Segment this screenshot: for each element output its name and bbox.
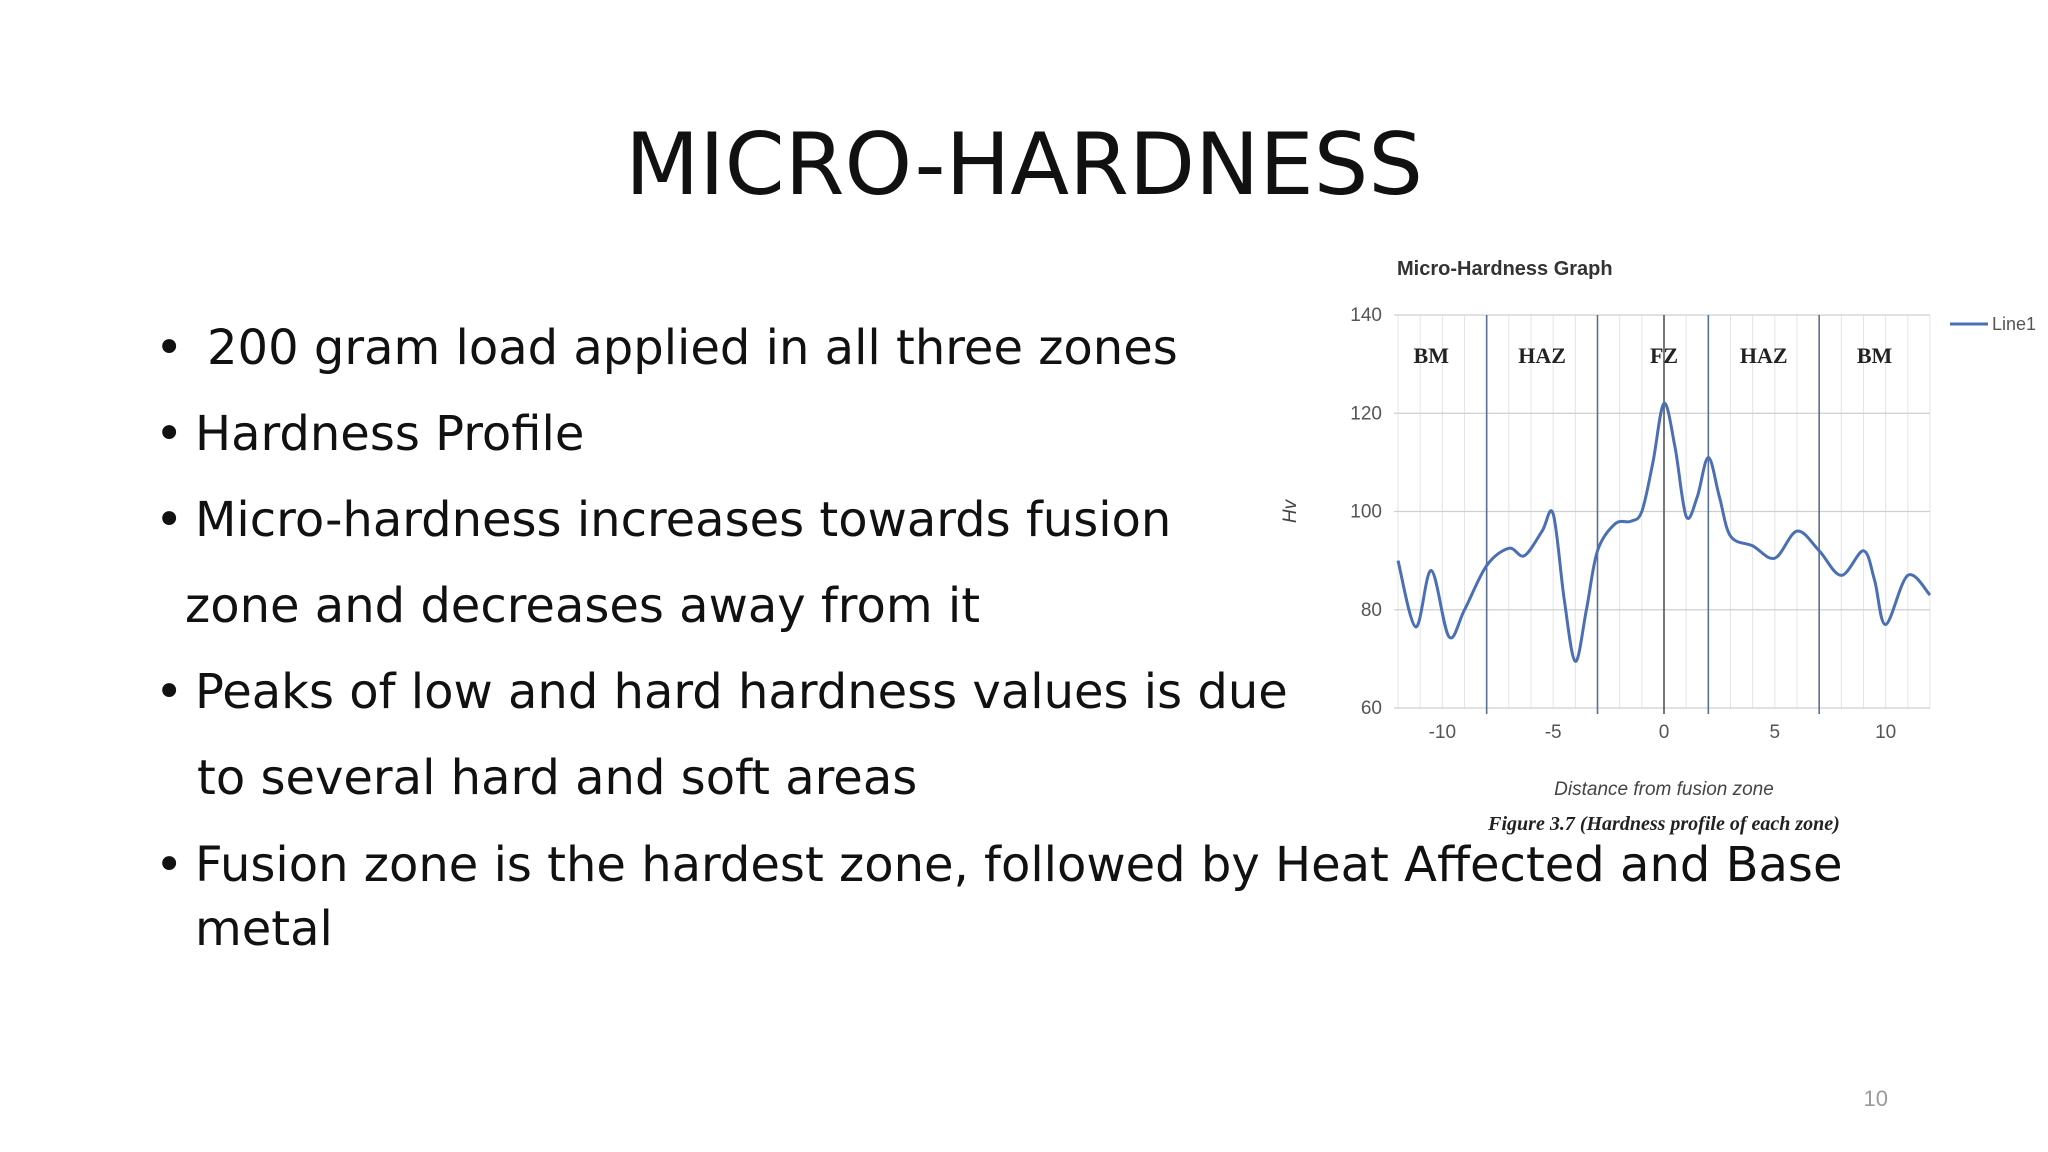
y-tick-label: 60 xyxy=(1361,698,1382,719)
bullet-marker: • xyxy=(155,406,184,462)
x-tick-label: 5 xyxy=(1770,722,1781,743)
legend: Line1 xyxy=(1950,314,2036,334)
bullet-list: • 200 gram load applied in all three zon… xyxy=(155,305,1895,961)
hardness-chart: Micro-Hardness Graph BM HAZ FZ HAZ BM 60 80 10… xyxy=(1270,245,2048,845)
bullet-text: Micro-hardness increases towards fusion xyxy=(195,492,1172,548)
x-tick-label: -5 xyxy=(1545,722,1562,743)
bullet-item-increase-continued: zone and decreases away from it xyxy=(155,563,1895,649)
zone-boundary-layer xyxy=(1485,315,1820,714)
slide-number: 10 xyxy=(1863,1086,1888,1111)
bullet-item-profile: • Hardness Profile xyxy=(155,391,1895,477)
chart-svg: Micro-Hardness Graph BM HAZ FZ HAZ BM 60 80 10… xyxy=(1280,258,2036,835)
figure-caption: Figure 3.7 (Hardness profile of each zon… xyxy=(1487,813,1840,835)
chart-title: Micro-Hardness Graph xyxy=(1397,258,1613,280)
x-tick-label: 10 xyxy=(1875,722,1896,743)
y-tick-label: 120 xyxy=(1350,403,1382,424)
bullet-item-peaks-continued: to several hard and soft areas xyxy=(155,735,1895,821)
zone-label: FZ xyxy=(1650,343,1678,368)
zone-label: HAZ xyxy=(1740,343,1788,368)
zone-label-layer: BM HAZ FZ HAZ BM xyxy=(1414,343,1893,368)
grid-layer xyxy=(1394,314,1931,709)
bullet-marker: • xyxy=(155,664,184,720)
y-tick-label: 140 xyxy=(1350,305,1382,326)
slide-title: MICRO-HARDNESS xyxy=(625,115,1423,215)
y-axis-label: Hv xyxy=(1280,498,1301,523)
bullet-item-load: • 200 gram load applied in all three zon… xyxy=(155,305,1895,391)
bullet-marker: • xyxy=(155,320,184,376)
zone-label: HAZ xyxy=(1518,343,1566,368)
bullet-text: Fusion zone is the hardest zone, followe… xyxy=(195,837,1843,957)
bullet-text: 200 gram load applied in all three zones xyxy=(207,320,1178,376)
bullet-continuation: to several hard and soft areas xyxy=(197,750,918,806)
bullet-marker: • xyxy=(155,837,184,893)
y-tick-label: 80 xyxy=(1361,600,1382,621)
zone-label: BM xyxy=(1414,343,1450,368)
bullet-text: Hardness Profile xyxy=(195,406,585,462)
bullet-text: Peaks of low and hard hardness values is… xyxy=(195,664,1288,720)
series-layer xyxy=(1396,401,1932,663)
y-tick-label: 100 xyxy=(1350,502,1382,523)
bullet-continuation: zone and decreases away from it xyxy=(185,578,981,634)
bullet-item-peaks: • Peaks of low and hard hardness values … xyxy=(155,649,1895,735)
tick-label-layer: 60 80 100 120 140 -10 -5 0 5 10 xyxy=(1350,305,1896,743)
series-line-line1 xyxy=(1396,401,1932,663)
bullet-item-fusion: • Fusion zone is the hardest zone, follo… xyxy=(155,833,1895,961)
zone-label: BM xyxy=(1857,343,1893,368)
x-tick-label: -10 xyxy=(1429,722,1456,743)
bullet-marker: • xyxy=(155,492,184,548)
legend-label: Line1 xyxy=(1992,314,2036,334)
x-tick-label: 0 xyxy=(1659,722,1670,743)
x-axis-label: Distance from fusion zone xyxy=(1554,779,1774,800)
bullet-item-increase: • Micro-hardness increases towards fusio… xyxy=(155,477,1895,563)
